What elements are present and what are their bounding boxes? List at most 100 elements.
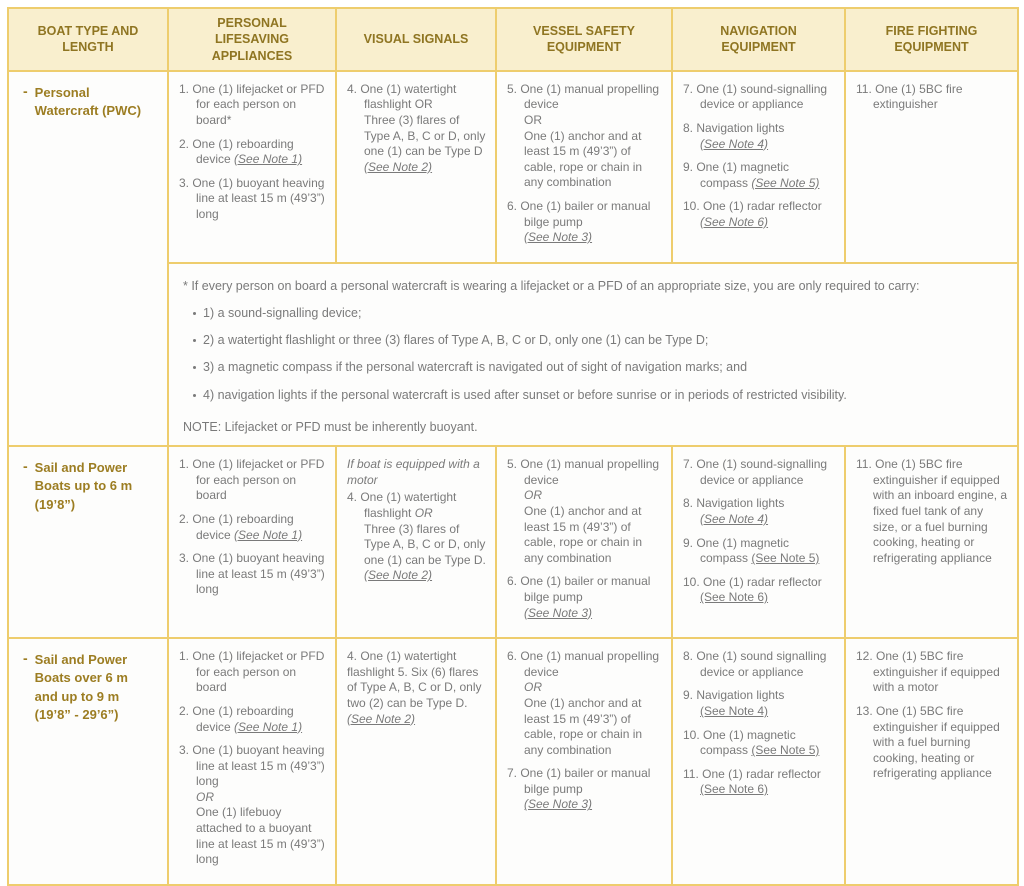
item-text: One (1) lifejacket or PFD for each perso… <box>192 457 325 503</box>
boat-type-cell-sail-6m-to-9m: - Sail and Power Boats over 6 m and up to… <box>7 637 169 886</box>
item-text: One (1) bailer or manual bilge pump <box>520 766 651 796</box>
see-note-link[interactable]: (See Note 5) <box>751 551 820 566</box>
boat-type: - Sail and Power Boats over 6 m and up to… <box>23 650 159 724</box>
item-text: OR <box>524 488 542 503</box>
item-text: One (1) radar reflector <box>703 574 822 589</box>
see-note-link[interactable]: (See Note 6) <box>700 782 769 797</box>
equipment-item: 6. One (1) manual propelling device OR One… <box>507 649 660 757</box>
equipment-item: 2. One (1) reboarding device (See Note 1… <box>179 136 303 167</box>
equipment-item: 4. One (1) watertight flashlight OR Three… <box>347 490 486 583</box>
see-note-link[interactable]: (See Note 3) <box>524 797 593 812</box>
page: BOAT TYPE AND LENGTH PERSONAL LIFESAVING… <box>7 7 1019 886</box>
equipment-item: 7. One (1) sound-signalling device or ap… <box>683 457 828 487</box>
cell-leadin: If boat is equipped with a motor <box>347 457 480 487</box>
item-text: Three (3) flares of Type A, B, C or D, o… <box>364 112 486 159</box>
col-header-vessel-safety: VESSEL SAFETY EQUIPMENT <box>495 7 673 72</box>
equipment-item: 9. One (1) magnetic compass (See Note 5) <box>683 160 820 190</box>
footnote-note-line: NOTE: Lifejacket or PFD must be inherent… <box>183 419 478 434</box>
boat-type: - Sail and Power Boats up to 6 m (19’8”) <box>23 458 159 514</box>
equipment-cell-sail-up-to-6m-col3: If boat is equipped with a motor 4. One (… <box>335 445 497 640</box>
boat-type-cell-pwc: - Personal Watercraft (PWC) <box>7 69 169 448</box>
item-text: Navigation lights <box>696 688 785 703</box>
item-text: One (1) reboarding device <box>192 703 294 734</box>
item-text: One (1) lifebuoy attached to a buoyant l… <box>196 805 325 867</box>
item-text: One (1) sound signalling device or appli… <box>696 649 827 679</box>
item-text: One (1) 5BC fire extinguisher if equippe… <box>873 703 1000 781</box>
equipment-item: 5. One (1) manual propelling device OR One… <box>507 81 660 190</box>
equipment-item: 2. One (1) reboarding device (See Note 1… <box>179 511 303 542</box>
item-text: One (1) manual propelling device <box>520 649 660 679</box>
see-note-link[interactable]: (See Note 1) <box>234 527 303 542</box>
see-note-link[interactable]: (See Note 5) <box>751 743 820 758</box>
equipment-cell-sail-6m-to-9m-col3: 4. One (1) watertight flashlight 5. Six … <box>335 637 497 886</box>
see-note-link[interactable]: (See Note 5) <box>751 175 820 190</box>
equipment-item: 11. One (1) radar reflector (See Note 6) <box>683 766 821 797</box>
item-text: One (1) reboarding device <box>192 511 294 542</box>
equipment-item: 7. One (1) bailer or manual bilge pump (S… <box>507 766 651 812</box>
equipment-item: 9. Navigation lights (See Note 4) <box>683 688 785 718</box>
see-note-link[interactable]: (See Note 1) <box>234 152 303 167</box>
boat-type-label: Personal Watercraft (PWC) <box>34 84 142 118</box>
footnote-bullet-text: 3) a magnetic compass if the personal wa… <box>203 360 748 375</box>
item-text: OR <box>196 789 214 804</box>
footnote-bullet: 4) navigation lights if the personal wat… <box>193 387 1003 403</box>
item-text: One (1) buoyant heaving line at least 15… <box>192 175 325 221</box>
equipment-item: 1. One (1) lifejacket or PFD for each pe… <box>179 81 325 127</box>
col-header-boat-type: BOAT TYPE AND LENGTH <box>7 7 169 72</box>
see-note-link[interactable]: (See Note 4) <box>700 511 769 526</box>
equipment-item: 6. One (1) bailer or manual bilge pump (S… <box>507 198 651 245</box>
see-note-link[interactable]: (See Note 3) <box>524 230 593 245</box>
pwc-footnote-cell: * If every person on board a personal wa… <box>167 261 1019 448</box>
item-text: Three (3) flares of Type A, B, C or D, o… <box>364 521 486 567</box>
see-note-link[interactable]: (See Note 1) <box>234 719 303 734</box>
equipment-cell-pwc-col3: 4. One (1) watertight flashlight OR Three… <box>335 69 497 264</box>
equipment-item: 7. One (1) sound-signalling device or ap… <box>683 81 828 112</box>
bullet-dot-icon <box>193 393 196 397</box>
see-note-link[interactable]: (See Note 6) <box>700 590 769 605</box>
dash-bullet: - <box>23 458 28 475</box>
see-note-link[interactable]: (See Note 3) <box>524 605 593 620</box>
equipment-item: 1. One (1) lifejacket or PFD for each pe… <box>179 457 325 503</box>
item-text: OR <box>524 680 542 695</box>
dash-bullet: - <box>23 650 28 667</box>
see-note-link[interactable]: (See Note 2) <box>347 711 416 726</box>
see-note-link[interactable]: (See Note 6) <box>700 214 769 229</box>
item-text: One (1) anchor and at least 15 m (49’3”)… <box>524 128 643 190</box>
table-row-pwc-note: * If every person on board a personal wa… <box>8 261 1019 448</box>
equipment-item: 9. One (1) magnetic compass (See Note 5) <box>683 535 820 566</box>
equipment-item: 4. One (1) watertight flashlight 5. Six … <box>347 649 482 726</box>
equipment-item: 2. One (1) reboarding device (See Note 1… <box>179 703 303 734</box>
equipment-item: 1. One (1) lifejacket or PFD for each pe… <box>179 649 325 695</box>
item-text: OR <box>524 112 542 127</box>
equipment-cell-pwc-col6: 11. One (1) 5BC fire extinguisher <box>844 69 1019 264</box>
col-header-fire-fighting: FIRE FIGHTING EQUIPMENT <box>844 7 1019 72</box>
equipment-item: 10. One (1) radar reflector (See Note 6) <box>683 199 822 229</box>
header-row: BOAT TYPE AND LENGTH PERSONAL LIFESAVING… <box>7 7 1019 72</box>
item-text: One (1) buoyant heaving line at least 15… <box>192 551 325 597</box>
item-text: OR <box>414 505 433 520</box>
footnote-bullet: 3) a magnetic compass if the personal wa… <box>193 359 1003 375</box>
equipment-item: 3. One (1) buoyant heaving line at least… <box>179 175 325 221</box>
item-text: One (1) magnetic compass <box>700 727 796 758</box>
item-text: One (1) sound-signalling device or appli… <box>696 457 828 487</box>
equipment-cell-sail-up-to-6m-col6: 11. One (1) 5BC fire extinguisher if equ… <box>844 445 1019 640</box>
equipment-item: 11. One (1) 5BC fire extinguisher if equ… <box>856 457 1008 565</box>
see-note-link[interactable]: (See Note 2) <box>364 568 433 583</box>
see-note-link[interactable]: (See Note 2) <box>364 159 433 174</box>
boat-type-label: Sail and Power Boats over 6 m and up to … <box>34 652 128 722</box>
item-text: One (1) 5BC fire extinguisher <box>873 81 963 112</box>
col-header-visual-signals: VISUAL SIGNALS <box>335 7 497 72</box>
item-text: One (1) watertight flashlight <box>360 490 457 520</box>
item-text: One (1) radar reflector <box>702 766 821 781</box>
boat-type-label: Sail and Power Boats up to 6 m (19’8”) <box>34 460 133 512</box>
see-note-link[interactable]: (See Note 4) <box>700 703 769 718</box>
equipment-cell-sail-6m-to-9m-col4: 6. One (1) manual propelling device OR One… <box>495 637 673 886</box>
item-text: One (1) manual propelling device <box>520 457 660 487</box>
equipment-cell-pwc-col4: 5. One (1) manual propelling device OR One… <box>495 69 673 264</box>
bullet-dot-icon <box>193 339 196 343</box>
see-note-link[interactable]: (See Note 4) <box>700 136 769 151</box>
equipment-cell-sail-6m-to-9m-col5: 8. One (1) sound signalling device or ap… <box>671 637 846 886</box>
boat-type: - Personal Watercraft (PWC) <box>23 83 159 120</box>
col-header-personal-lifesaving: PERSONAL LIFESAVING APPLIANCES <box>167 7 337 72</box>
table-row-sail-6m-to-9m: - Sail and Power Boats over 6 m and up to… <box>7 637 1019 886</box>
